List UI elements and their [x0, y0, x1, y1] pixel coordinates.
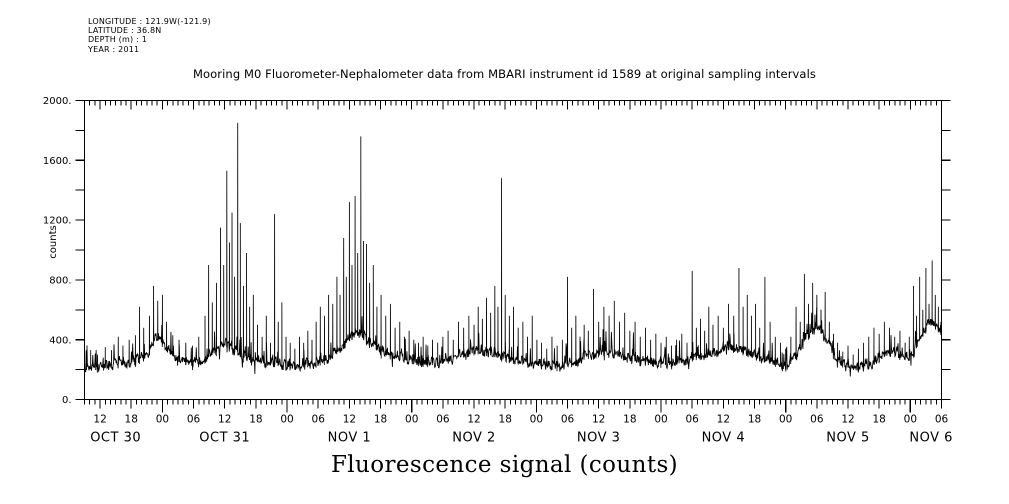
svg-text:06: 06	[935, 414, 949, 426]
svg-text:00: 00	[280, 414, 293, 426]
svg-text:12: 12	[93, 414, 106, 426]
svg-text:NOV 2: NOV 2	[452, 431, 496, 446]
svg-text:18: 18	[872, 414, 885, 426]
svg-text:12: 12	[218, 414, 231, 426]
svg-text:OCT 30: OCT 30	[90, 431, 141, 446]
svg-text:800.: 800.	[49, 276, 71, 287]
svg-text:00: 00	[405, 414, 418, 426]
svg-text:NOV 4: NOV 4	[702, 431, 746, 446]
longitude-text: LONGITUDE : 121.9W(-121.9)	[88, 17, 211, 26]
svg-text:12: 12	[841, 414, 854, 426]
svg-text:12: 12	[592, 414, 605, 426]
x-axis-ticks	[84, 100, 942, 413]
svg-text:400.: 400.	[49, 335, 71, 346]
svg-text:18: 18	[125, 414, 138, 426]
fluorescence-data-trace	[84, 122, 942, 377]
svg-text:06: 06	[686, 414, 700, 426]
svg-text:18: 18	[623, 414, 636, 426]
svg-text:NOV 3: NOV 3	[577, 431, 621, 446]
svg-text:1600.: 1600.	[43, 156, 72, 167]
station-metadata: LONGITUDE : 121.9W(-121.9) LATITUDE : 36…	[88, 17, 211, 54]
svg-text:12: 12	[343, 414, 356, 426]
svg-text:1200.: 1200.	[43, 216, 72, 227]
svg-text:0.: 0.	[62, 395, 72, 406]
svg-text:00: 00	[530, 414, 543, 426]
chart-title: Mooring M0 Fluorometer-Nephalometer data…	[193, 67, 816, 81]
year-text: YEAR : 2011	[88, 44, 140, 54]
svg-text:12: 12	[467, 414, 480, 426]
svg-text:2000.: 2000.	[43, 96, 72, 107]
svg-text:OCT 31: OCT 31	[199, 431, 250, 446]
svg-text:06: 06	[312, 414, 326, 426]
depth-text: DEPTH (m) : 1	[88, 35, 147, 45]
svg-text:NOV 6: NOV 6	[909, 431, 953, 446]
svg-text:06: 06	[436, 414, 450, 426]
svg-text:18: 18	[499, 414, 512, 426]
svg-text:18: 18	[249, 414, 262, 426]
y-axis-ticks: 0. 400. 800. 1200. 1600. 2000.	[43, 96, 951, 406]
svg-text:00: 00	[156, 414, 169, 426]
x-axis-title: Fluorescence signal (counts)	[330, 452, 679, 478]
svg-text:NOV 1: NOV 1	[328, 431, 372, 446]
svg-text:06: 06	[810, 414, 824, 426]
svg-text:00: 00	[654, 414, 667, 426]
svg-text:18: 18	[748, 414, 761, 426]
svg-text:00: 00	[779, 414, 792, 426]
svg-text:06: 06	[187, 414, 201, 426]
x-axis-tick-labels: 12 18 00 06 12 18 00 06 12 18 00 06 12 18 00 06 12 18 00 06…	[93, 414, 948, 426]
svg-text:18: 18	[374, 414, 387, 426]
svg-text:12: 12	[717, 414, 730, 426]
svg-text:06: 06	[561, 414, 575, 426]
svg-text:NOV 5: NOV 5	[826, 431, 870, 446]
latitude-text: LATITUDE : 36.8N	[88, 26, 162, 36]
x-axis-date-labels: OCT 30 OCT 31 NOV 1 NOV 2 NOV 3 NOV 4 NOV 5 NOV…	[90, 431, 953, 446]
svg-text:00: 00	[904, 414, 917, 426]
